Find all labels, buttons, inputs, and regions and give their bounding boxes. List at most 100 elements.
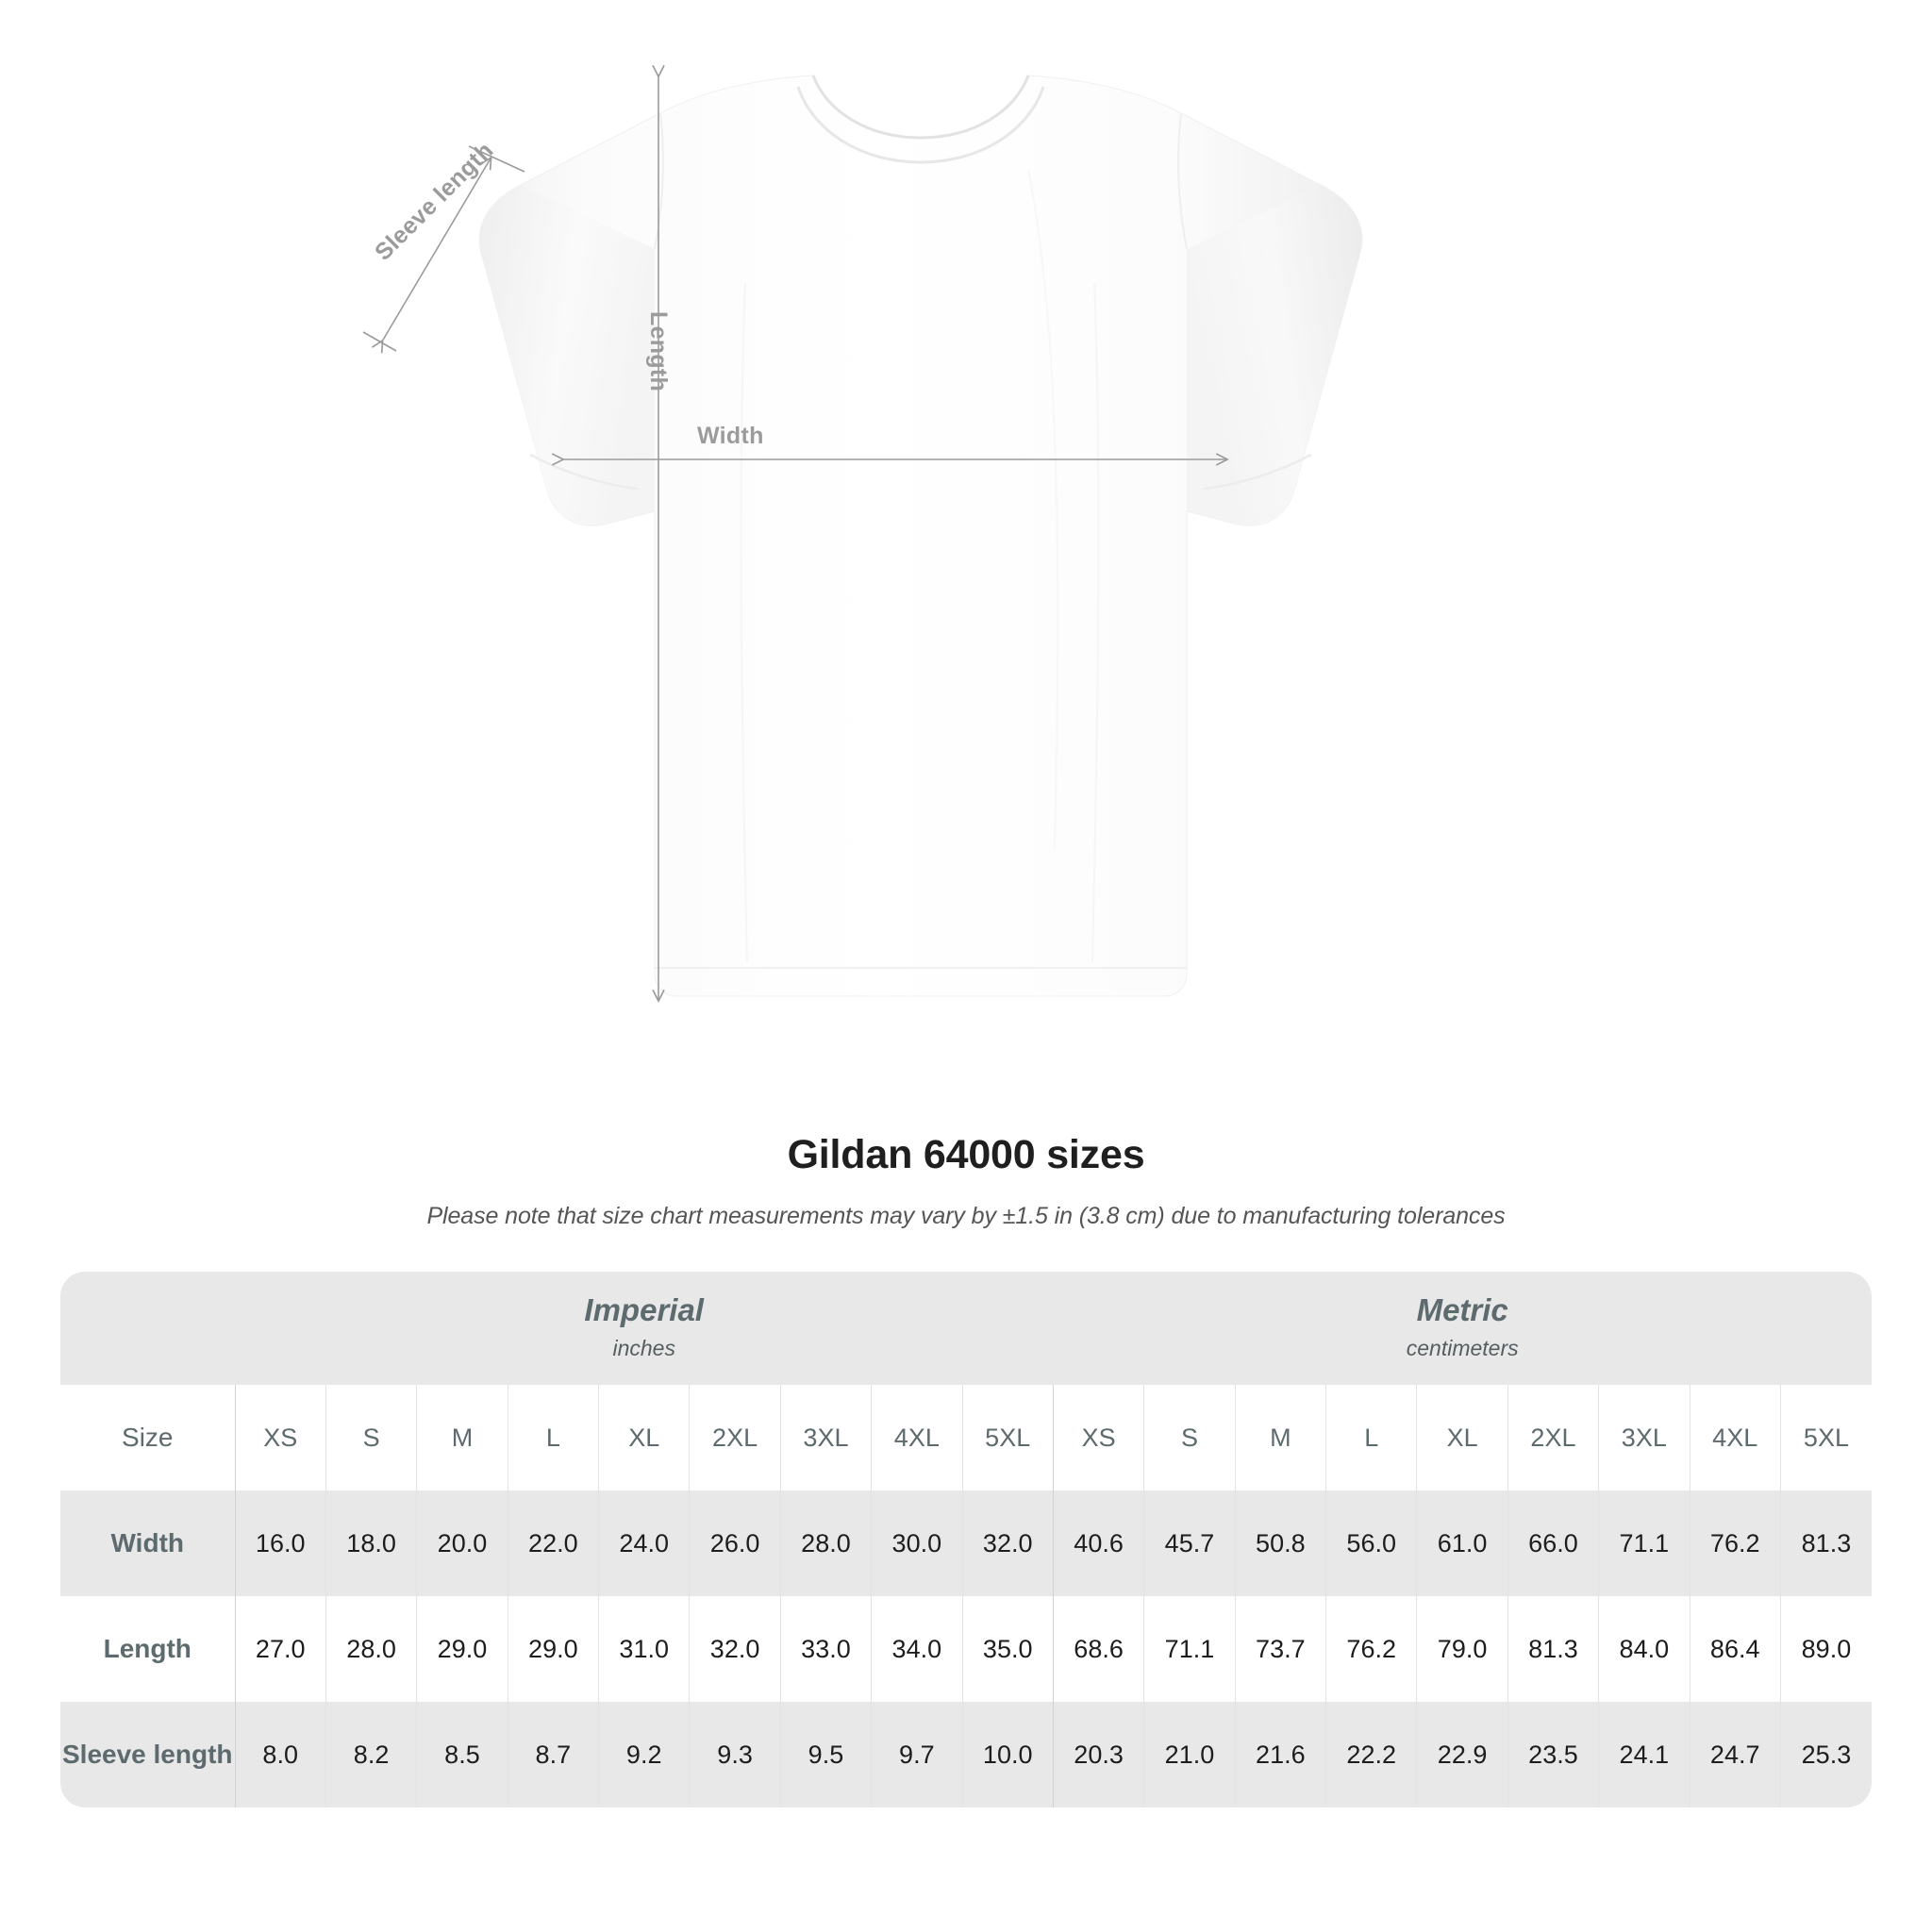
size-header-imperial-5xl: 5XL: [961, 1385, 1054, 1491]
cell-width-metric-m: 50.8: [1234, 1491, 1326, 1596]
measurement-guides: [362, 75, 1226, 1000]
cell-length-metric-2xl: 81.3: [1507, 1596, 1599, 1702]
cell-length-imperial-4xl: 34.0: [871, 1596, 963, 1702]
cell-length-imperial-xs: 27.0: [234, 1596, 326, 1702]
size-header-metric-l: L: [1325, 1385, 1417, 1491]
cell-length-metric-3xl: 84.0: [1598, 1596, 1690, 1702]
size-header-metric-m: M: [1234, 1385, 1326, 1491]
size-header-metric-2xl: 2XL: [1507, 1385, 1599, 1491]
cell-length-metric-s: 71.1: [1143, 1596, 1236, 1702]
cell-length-imperial-2xl: 32.0: [689, 1596, 781, 1702]
size-header-imperial-s: S: [325, 1385, 417, 1491]
cell-width-metric-l: 56.0: [1325, 1491, 1417, 1596]
unit-group-imperial-sub: inches: [612, 1335, 675, 1360]
size-header-imperial-m: M: [416, 1385, 508, 1491]
cell-sleeve-length-imperial-3xl: 9.5: [779, 1702, 872, 1807]
cell-width-imperial-4xl: 30.0: [871, 1491, 963, 1596]
size-header-imperial-4xl: 4XL: [871, 1385, 963, 1491]
unit-group-metric-sub: centimeters: [1406, 1335, 1519, 1360]
cell-sleeve-length-metric-m: 21.6: [1234, 1702, 1326, 1807]
width-dimension-label: Width: [697, 423, 764, 449]
cell-width-imperial-2xl: 26.0: [689, 1491, 781, 1596]
cell-width-imperial-3xl: 28.0: [779, 1491, 872, 1596]
cell-width-metric-4xl: 76.2: [1689, 1491, 1781, 1596]
title-block: Gildan 64000 sizes Please note that size…: [0, 1132, 1932, 1230]
cell-width-imperial-l: 22.0: [507, 1491, 599, 1596]
size-header-imperial-xs: XS: [234, 1385, 326, 1491]
cell-width-metric-s: 45.7: [1143, 1491, 1236, 1596]
cell-sleeve-length-imperial-xl: 9.2: [598, 1702, 690, 1807]
unit-group-metric: Metric centimeters: [1053, 1272, 1872, 1385]
size-header-metric-3xl: 3XL: [1598, 1385, 1690, 1491]
row-label-sleeve-length: Sleeve length: [60, 1702, 236, 1807]
tshirt-measurement-diagram: Sleeve length Length Width: [362, 0, 1363, 1085]
cell-length-imperial-3xl: 33.0: [779, 1596, 872, 1702]
cell-sleeve-length-metric-s: 21.0: [1143, 1702, 1236, 1807]
unit-group-imperial-name: Imperial: [584, 1291, 704, 1327]
unit-group-metric-name: Metric: [1416, 1291, 1508, 1327]
size-header-metric-4xl: 4XL: [1689, 1385, 1781, 1491]
cell-length-metric-l: 76.2: [1325, 1596, 1417, 1702]
cell-width-imperial-s: 18.0: [325, 1491, 417, 1596]
size-header-imperial-2xl: 2XL: [689, 1385, 781, 1491]
row-label-length: Length: [60, 1596, 236, 1702]
row-label-width: Width: [60, 1491, 236, 1596]
table-row: Sleeve length 8.0 8.2 8.5 8.7 9.2 9.3 9.5 9.7 10.…: [60, 1702, 1872, 1807]
cell-width-metric-5xl: 81.3: [1779, 1491, 1872, 1596]
cell-length-imperial-xl: 31.0: [598, 1596, 690, 1702]
cell-length-imperial-m: 29.0: [416, 1596, 508, 1702]
size-header-metric-xl: XL: [1416, 1385, 1508, 1491]
table-row: Width 16.0 18.0 20.0 22.0 24.0 26.0 28.0 30.0 32.…: [60, 1491, 1872, 1596]
size-header-metric-s: S: [1143, 1385, 1236, 1491]
cell-length-imperial-l: 29.0: [507, 1596, 599, 1702]
unit-banner-row: Imperial inches Metric centimeters: [60, 1272, 1872, 1385]
cell-width-imperial-m: 20.0: [416, 1491, 508, 1596]
cell-length-metric-4xl: 86.4: [1689, 1596, 1781, 1702]
column-header-size: Size: [60, 1385, 236, 1491]
size-header-row: Size XS S M L XL 2XL 3XL 4XL 5XL XS S M L XL 2XL 3XL 4XL 5…: [60, 1385, 1872, 1491]
size-header-imperial-3xl: 3XL: [779, 1385, 872, 1491]
cell-sleeve-length-imperial-m: 8.5: [416, 1702, 508, 1807]
size-header-metric-5xl: 5XL: [1779, 1385, 1872, 1491]
cell-length-metric-m: 73.7: [1234, 1596, 1326, 1702]
cell-sleeve-length-imperial-l: 8.7: [507, 1702, 599, 1807]
size-chart-table: Imperial inches Metric centimeters Size XS S M L…: [60, 1272, 1872, 1807]
cell-width-imperial-5xl: 32.0: [961, 1491, 1054, 1596]
cell-sleeve-length-metric-4xl: 24.7: [1689, 1702, 1781, 1807]
cell-width-imperial-xl: 24.0: [598, 1491, 690, 1596]
cell-width-metric-2xl: 66.0: [1507, 1491, 1599, 1596]
size-header-imperial-l: L: [507, 1385, 599, 1491]
cell-sleeve-length-imperial-xs: 8.0: [234, 1702, 326, 1807]
table-row: Length 27.0 28.0 29.0 29.0 31.0 32.0 33.0 34.0 35…: [60, 1596, 1872, 1702]
cell-length-metric-5xl: 89.0: [1779, 1596, 1872, 1702]
cell-length-metric-xl: 79.0: [1416, 1596, 1508, 1702]
cell-width-metric-3xl: 71.1: [1598, 1491, 1690, 1596]
cell-sleeve-length-imperial-2xl: 9.3: [689, 1702, 781, 1807]
tshirt-silhouette: [478, 75, 1363, 997]
tshirt-illustration: [362, 0, 1363, 1085]
page-title: Gildan 64000 sizes: [787, 1132, 1145, 1177]
cell-length-imperial-5xl: 35.0: [961, 1596, 1054, 1702]
length-dimension-label: Length: [645, 311, 672, 392]
cell-sleeve-length-imperial-4xl: 9.7: [871, 1702, 963, 1807]
cell-width-imperial-xs: 16.0: [234, 1491, 326, 1596]
cell-sleeve-length-imperial-5xl: 10.0: [961, 1702, 1054, 1807]
cell-width-metric-xl: 61.0: [1416, 1491, 1508, 1596]
cell-sleeve-length-metric-2xl: 23.5: [1507, 1702, 1599, 1807]
unit-banner-spacer: [60, 1272, 236, 1385]
size-header-imperial-xl: XL: [598, 1385, 690, 1491]
cell-sleeve-length-metric-xs: 20.3: [1052, 1702, 1144, 1807]
cell-length-imperial-s: 28.0: [325, 1596, 417, 1702]
size-header-metric-xs: XS: [1052, 1385, 1144, 1491]
tolerance-note: Please note that size chart measurements…: [426, 1203, 1506, 1229]
cell-sleeve-length-imperial-s: 8.2: [325, 1702, 417, 1807]
cell-sleeve-length-metric-3xl: 24.1: [1598, 1702, 1690, 1807]
cell-length-metric-xs: 68.6: [1052, 1596, 1144, 1702]
cell-width-metric-xs: 40.6: [1052, 1491, 1144, 1596]
cell-sleeve-length-metric-5xl: 25.3: [1779, 1702, 1872, 1807]
size-chart-table-container: Imperial inches Metric centimeters Size XS S M L…: [60, 1272, 1872, 1807]
unit-group-imperial: Imperial inches: [235, 1272, 1054, 1385]
cell-sleeve-length-metric-xl: 22.9: [1416, 1702, 1508, 1807]
cell-sleeve-length-metric-l: 22.2: [1325, 1702, 1417, 1807]
